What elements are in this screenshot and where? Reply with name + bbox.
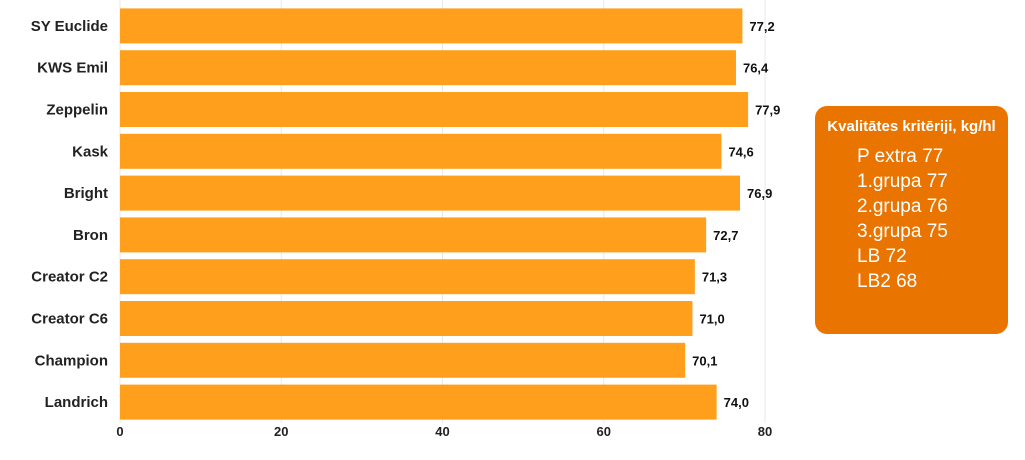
- value-label: 71,0: [699, 312, 724, 327]
- category-label: Creator C2: [31, 269, 108, 286]
- category-label: Bright: [64, 185, 108, 202]
- x-tick-label: 60: [597, 424, 611, 439]
- quality-criteria-item: 2.grupa 76: [857, 196, 948, 217]
- bar: [120, 8, 743, 44]
- bar: [120, 259, 695, 295]
- quality-criteria-item: 1.grupa 77: [857, 171, 948, 192]
- quality-criteria-box: Kvalitātes kritēriji, kg/hl P extra 77 1.…: [815, 106, 1008, 334]
- value-label: 74,0: [724, 395, 749, 410]
- bar: [120, 133, 722, 169]
- value-label: 72,7: [713, 228, 738, 243]
- value-label: 76,9: [747, 186, 772, 201]
- bar: [120, 301, 693, 336]
- x-tick-label: 40: [435, 424, 449, 439]
- quality-criteria-item: P extra 77: [857, 146, 944, 167]
- quality-criteria-item: LB 72: [857, 246, 907, 267]
- labels: 0 20 40 60 80 SY Euclide 77,2 KWS Emil 76,4 Zeppe…: [31, 18, 781, 439]
- category-label: Kask: [72, 143, 109, 160]
- value-label: 70,1: [692, 353, 717, 368]
- category-label: Champion: [35, 352, 108, 369]
- bars: [120, 8, 749, 420]
- category-label: Creator C6: [31, 311, 108, 328]
- x-tick-label: 80: [758, 424, 772, 439]
- value-label: 71,3: [702, 270, 727, 285]
- quality-criteria-item: 3.grupa 75: [857, 221, 948, 242]
- x-tick-label: 20: [274, 424, 288, 439]
- value-label: 76,4: [743, 61, 769, 76]
- bar: [120, 92, 749, 127]
- category-label: KWS Emil: [37, 60, 108, 77]
- value-label: 74,6: [728, 144, 753, 159]
- bar-chart: 0 20 40 60 80 SY Euclide 77,2 KWS Emil 76,4 Zeppe…: [31, 0, 781, 439]
- quality-criteria-title: Kvalitātes kritēriji, kg/hl: [827, 118, 996, 135]
- value-label: 77,2: [749, 19, 774, 34]
- category-label: SY Euclide: [31, 18, 108, 35]
- bar: [120, 342, 686, 378]
- quality-criteria-item: LB2 68: [857, 271, 918, 292]
- category-label: Bron: [73, 227, 108, 244]
- category-label: Zeppelin: [46, 102, 108, 119]
- bar: [120, 50, 736, 86]
- x-tick-label: 0: [116, 424, 123, 439]
- value-label: 77,9: [755, 103, 780, 118]
- bar: [120, 217, 707, 253]
- quality-criteria-list: P extra 77 1.grupa 77 2.grupa 76 3.grupa 75…: [825, 144, 998, 294]
- bar: [120, 384, 717, 420]
- category-label: Landrich: [45, 394, 108, 411]
- bar: [120, 175, 741, 211]
